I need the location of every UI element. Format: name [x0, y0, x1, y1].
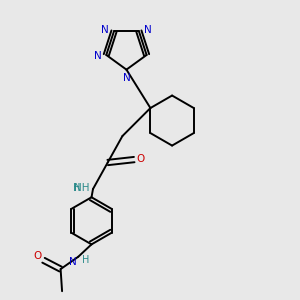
Text: H: H — [73, 183, 80, 193]
Text: N: N — [68, 257, 76, 267]
Text: N: N — [101, 25, 109, 35]
Text: N: N — [144, 25, 152, 35]
Text: N: N — [123, 73, 130, 83]
Text: N: N — [94, 51, 101, 62]
Text: H: H — [82, 255, 89, 265]
Text: O: O — [33, 250, 41, 261]
Text: NH: NH — [74, 183, 90, 193]
Text: O: O — [136, 154, 145, 164]
